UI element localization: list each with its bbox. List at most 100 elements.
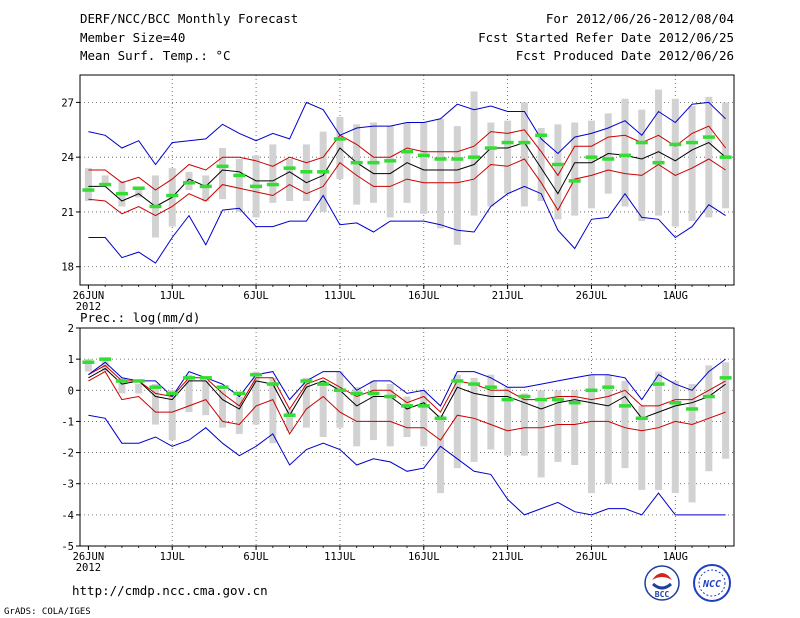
iqr-box: [470, 91, 478, 216]
iqr-box: [453, 126, 461, 245]
ncc-logo-globe: [698, 569, 726, 597]
iqr-box: [185, 171, 193, 191]
y-tick-label: -3: [61, 479, 74, 491]
x-tick-label: 11JUL: [324, 551, 356, 563]
iqr-box: [403, 396, 411, 437]
iqr-box: [235, 396, 243, 434]
grads-credit: GrADS: COLA/IGES: [4, 607, 91, 617]
iqr-box: [487, 374, 495, 450]
y-tick-label: 0: [68, 385, 74, 397]
bcc-logo: BCC: [644, 565, 680, 601]
iqr-box: [353, 387, 361, 447]
y-tick-label: 27: [61, 97, 74, 109]
iqr-box: [520, 393, 528, 456]
bcc-logo-ring: [644, 565, 680, 601]
iqr-box: [638, 405, 646, 490]
iqr-box: [84, 359, 92, 372]
iqr-box: [319, 380, 327, 437]
iqr-box: [336, 371, 344, 428]
iqr-box: [537, 390, 545, 478]
iqr-box: [722, 102, 730, 209]
figure-title: DERF/NCC/BCC Monthly Forecast: [80, 11, 298, 26]
iqr-box: [587, 374, 595, 494]
iqr-box: [219, 390, 227, 428]
ncc-logo: NCC: [693, 564, 731, 602]
y-tick-label: 18: [61, 262, 74, 274]
iqr-box: [135, 384, 143, 394]
x-tick-label: 6JUL: [243, 290, 268, 302]
iqr-box: [420, 390, 428, 447]
bcc-logo-text: BCC: [655, 590, 670, 599]
iqr-box: [353, 124, 361, 205]
iqr-box: [185, 374, 193, 413]
iqr-box: [470, 377, 478, 462]
iqr-box: [286, 408, 294, 431]
lower-spread-line: [88, 370, 726, 441]
iqr-box: [202, 380, 210, 416]
iqr-box: [671, 98, 679, 227]
x-tick-label: 26JUN: [73, 290, 105, 302]
x-tick-year: 2012: [76, 562, 101, 574]
bcc-logo-wave: [652, 582, 672, 590]
y-tick-label: -1: [61, 416, 74, 428]
fcst-started-date: Fcst Started Refer Date 2012/06/25: [478, 30, 734, 45]
iqr-box: [437, 118, 445, 229]
iqr-box: [537, 127, 545, 201]
y-tick-label: 21: [61, 207, 74, 219]
iqr-box: [168, 390, 176, 441]
x-tick-label: 6JUL: [243, 551, 268, 563]
iqr-box: [269, 377, 277, 444]
iqr-box: [554, 124, 562, 220]
x-tick-label: 11JUL: [324, 290, 356, 302]
iqr-box: [638, 109, 646, 222]
y-tick-label: -5: [61, 541, 74, 553]
iqr-box: [252, 371, 260, 425]
x-tick-label: 16JUL: [408, 551, 440, 563]
ncc-logo-text: NCC: [702, 579, 721, 590]
iqr-box: [571, 122, 579, 216]
iqr-box: [118, 377, 126, 394]
x-tick-label: 1JUL: [160, 290, 185, 302]
iqr-box: [655, 371, 663, 490]
bcc-logo-swirl: [652, 573, 672, 580]
iqr-box: [722, 362, 730, 459]
ensemble-mean-line: [88, 367, 726, 420]
upper-spread-line: [88, 125, 726, 191]
y-tick-label: 24: [61, 152, 74, 164]
x-tick-label: 1JUL: [160, 551, 185, 563]
fcst-produced-date: Fcst Produced Date 2012/06/26: [516, 48, 734, 63]
x-tick-label: 26JUN: [73, 551, 105, 563]
iqr-box: [705, 96, 713, 218]
iqr-box: [504, 120, 512, 194]
y-tick-label: 2: [68, 323, 74, 335]
iqr-box: [101, 175, 109, 185]
iqr-box: [621, 98, 629, 207]
x-tick-label: 16JUL: [408, 290, 440, 302]
x-tick-label: 1AUG: [663, 551, 688, 563]
x-tick-label: 21JUL: [492, 551, 524, 563]
x-tick-label: 26JUL: [576, 551, 608, 563]
lower-spread-line: [88, 158, 726, 217]
iqr-box: [369, 380, 377, 441]
iqr-box: [688, 106, 696, 222]
x-tick-label: 1AUG: [663, 290, 688, 302]
x-tick-label: 21JUL: [492, 290, 524, 302]
source-url[interactable]: http://cmdp.ncc.cma.gov.cn: [72, 583, 268, 598]
x-tick-label: 26JUL: [576, 290, 608, 302]
maximum-line: [88, 101, 726, 166]
iqr-box: [219, 148, 227, 200]
iqr-box: [520, 102, 528, 207]
x-tick-year: 2012: [76, 301, 101, 313]
minimum-line: [88, 185, 726, 264]
iqr-box: [587, 120, 595, 209]
y-tick-label: -2: [61, 448, 74, 460]
iqr-box: [621, 380, 629, 469]
minimum-line: [88, 414, 726, 516]
ncc-logo-ring: [693, 564, 731, 602]
iqr-box: [604, 374, 612, 484]
iqr-box: [84, 168, 92, 201]
iqr-box: [302, 377, 310, 428]
iqr-box: [386, 126, 394, 218]
